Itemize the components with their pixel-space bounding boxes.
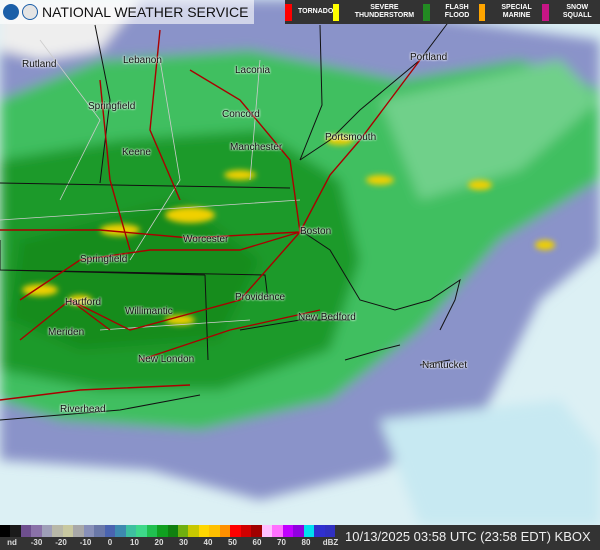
city-label: Willimantic — [125, 306, 173, 317]
colorbar-segment — [314, 525, 325, 537]
colorbar-tick: 50 — [228, 538, 237, 547]
warning-label: FLASH FLOOD — [444, 4, 470, 19]
colorbar-segment — [303, 525, 315, 537]
city-label: Manchester — [230, 142, 283, 153]
colorbar-segment — [20, 525, 32, 537]
colorbar-segment — [293, 525, 304, 537]
city-label: Springfield — [80, 254, 128, 265]
colorbar-segment — [282, 525, 294, 537]
colorbar-segment — [230, 525, 241, 537]
colorbar-tick: 60 — [252, 538, 262, 547]
city-label: Worcester — [183, 234, 229, 245]
city-label: Portsmouth — [325, 132, 377, 143]
radar-map[interactable] — [0, 0, 600, 525]
warning-swatch — [285, 3, 292, 21]
city-label: Riverhead — [60, 404, 106, 415]
colorbar-tick: 70 — [277, 538, 286, 547]
reflectivity-colorbar — [0, 525, 335, 537]
colorbar-tick: -30 — [30, 538, 43, 547]
city-label: Meriden — [48, 327, 85, 338]
timestamp: 10/13/2025 03:58 UTC (23:58 EDT) KBOX — [345, 529, 591, 544]
city-label: New London — [138, 354, 195, 365]
legend-item: TORNADO — [285, 3, 334, 21]
city-label: Concord — [222, 109, 260, 120]
colorbar-segment — [10, 525, 21, 537]
colorbar-segment — [136, 525, 147, 537]
colorbar-tick: 10 — [130, 538, 139, 547]
city-label: Springfield — [88, 101, 136, 112]
warning-swatch — [542, 3, 549, 21]
city-label: Hartford — [65, 297, 102, 308]
colorbar-tick: dBZ — [322, 538, 339, 547]
city-label: Portland — [410, 52, 448, 63]
colorbar-segment — [52, 525, 63, 537]
city-label: Providence — [235, 292, 286, 303]
warning-label: TORNADO — [298, 8, 334, 15]
colorbar-segment — [125, 525, 137, 537]
footer: nd -30 -20 -10 0 10 20 30 40 50 60 70 80 dBZ 10/13/20… — [0, 525, 600, 550]
nws-logo[interactable]: NATIONAL WEATHER SERVICE — [0, 0, 255, 24]
legend-item: SPECIAL MARINE — [478, 3, 543, 21]
city-label: Nantucket — [422, 360, 468, 371]
warning-swatch — [333, 3, 340, 21]
colorbar-segment — [94, 525, 105, 537]
header: NATIONAL WEATHER SERVICE TORNADO SEVERE T… — [0, 0, 600, 24]
colorbar-tick: -10 — [79, 538, 92, 547]
colorbar-segment — [73, 525, 84, 537]
colorbar-segment — [0, 525, 11, 537]
city-label: Lebanon — [123, 55, 162, 66]
colorbar-segment — [31, 525, 42, 537]
colorbar-segment — [62, 525, 74, 537]
colorbar-tick: 80 — [301, 538, 311, 547]
colorbar-tick: -20 — [55, 538, 67, 547]
colorbar-segment — [324, 525, 335, 537]
colorbar-tick: 40 — [203, 538, 213, 547]
colorbar-segment — [167, 525, 178, 537]
legend-item: FLASH FLOOD — [423, 3, 478, 21]
colorbar-segment — [104, 525, 116, 537]
colorbar-segment — [240, 525, 252, 537]
colorbar-segment — [115, 525, 126, 537]
colorbar-tick: 20 — [154, 538, 164, 547]
colorbar-segment — [251, 525, 262, 537]
warning-label: SPECIAL MARINE — [501, 4, 532, 19]
colorbar-tick: nd — [7, 538, 17, 547]
colorbar-segment — [198, 525, 210, 537]
city-label: Rutland — [22, 59, 57, 70]
colorbar-segment — [188, 525, 199, 537]
warning-label: SEVERE THUNDERSTORM — [354, 4, 415, 19]
warning-legend: TORNADO SEVERE THUNDERSTORM FLASH FLOOD SPE… — [285, 0, 600, 24]
colorbar-tick: 30 — [179, 538, 188, 547]
city-label: New Bedford — [298, 312, 356, 323]
colorbar-segment — [146, 525, 158, 537]
colorbar-segment — [261, 525, 273, 537]
noaa-logo-icon — [3, 4, 19, 20]
colorbar-segment — [83, 525, 95, 537]
site-title: NATIONAL WEATHER SERVICE — [42, 4, 249, 20]
city-label: Keene — [122, 147, 151, 158]
colorbar-segment — [219, 525, 231, 537]
warning-swatch — [478, 3, 485, 21]
colorbar-segment — [41, 525, 53, 537]
legend-item: SNOW SQUALL — [542, 3, 600, 21]
warning-label: SNOW SQUALL — [562, 4, 592, 19]
colorbar-ticks: nd -30 -20 -10 0 10 20 30 40 50 60 70 80 dBZ — [0, 537, 338, 550]
colorbar-segment — [209, 525, 220, 537]
city-label: Boston — [300, 226, 332, 237]
nws-logo-icon — [22, 4, 38, 20]
colorbar-segment — [177, 525, 189, 537]
colorbar-segment — [272, 525, 283, 537]
legend-item: SEVERE THUNDERSTORM — [333, 3, 423, 21]
colorbar-segment — [157, 525, 168, 537]
city-label: Laconia — [235, 65, 271, 76]
colorbar-tick: 0 — [107, 538, 113, 547]
warning-swatch — [423, 3, 430, 21]
